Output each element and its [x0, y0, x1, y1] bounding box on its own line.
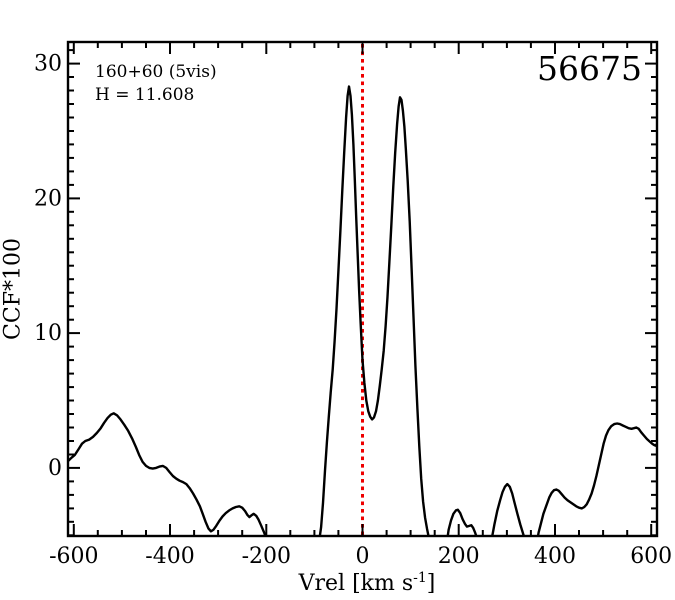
x-axis-label: Vrel [km s-1] — [298, 570, 436, 596]
x-axis-label-main: Vrel [km s — [298, 571, 414, 596]
field-visits-annotation: 160+60 (5vis) — [95, 62, 217, 82]
annotation-block: 160+60 (5vis) H = 11.608 — [95, 61, 217, 107]
axis-ticks — [68, 42, 657, 537]
x-tick-label: 600 — [630, 544, 672, 569]
x-axis-label-bracket: ] — [426, 571, 436, 596]
x-tick-label: 0 — [356, 544, 370, 569]
y-tick-label: 10 — [34, 321, 62, 346]
ccf-curve — [68, 85, 657, 536]
x-tick-label: 400 — [534, 544, 576, 569]
h-magnitude-annotation: H = 11.608 — [95, 85, 195, 105]
x-tick-label: -400 — [145, 544, 194, 569]
x-axis-label-exponent: -1 — [413, 570, 427, 586]
y-axis-label: CCF*100 — [0, 238, 26, 340]
star-id-label: 56675 — [537, 49, 642, 88]
x-tick-label: -200 — [242, 544, 291, 569]
x-tick-label: -600 — [49, 544, 98, 569]
y-tick-label: 20 — [34, 186, 62, 211]
plot-frame — [66, 40, 659, 538]
y-tick-label: 0 — [48, 456, 62, 481]
y-tick-label: 30 — [34, 52, 62, 77]
x-tick-label: 200 — [438, 544, 480, 569]
